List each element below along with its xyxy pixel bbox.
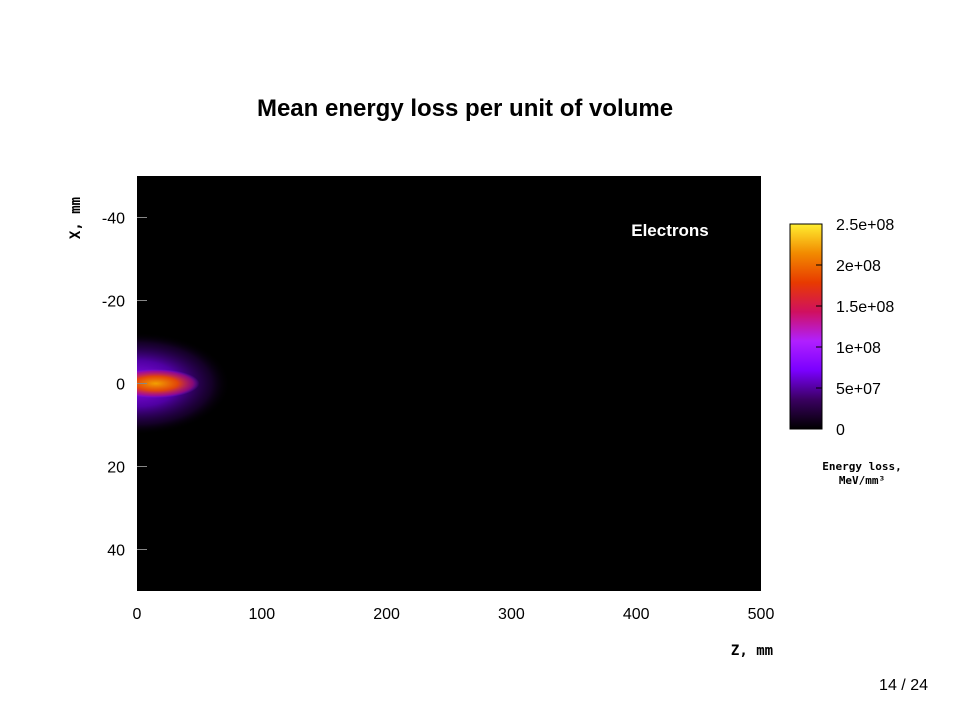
colorbar-tick-label: 1e+08 <box>836 340 881 357</box>
colorbar-scale <box>789 223 823 430</box>
page-current: 14 <box>879 677 897 694</box>
series-annotation: Electrons <box>631 221 708 240</box>
colorbar-tick-label: 2.5e+08 <box>836 217 894 234</box>
heatmap-background <box>137 176 761 591</box>
y-tick-label: 20 <box>107 460 125 477</box>
colorbar-tick-label: 2e+08 <box>836 258 881 275</box>
x-axis-ticks: 0 100 200 300 400 500 <box>133 606 775 623</box>
x-tick-label: 0 <box>133 606 142 623</box>
y-axis-label: X, mm <box>68 197 84 239</box>
page-number: 14 / 24 <box>879 677 928 695</box>
colorbar-tick-label: 5e+07 <box>836 381 881 398</box>
x-tick-label: 400 <box>623 606 650 623</box>
colorbar: 0 5e+07 1e+08 1.5e+08 2e+08 2.5e+08 Energy lo… <box>789 217 902 487</box>
x-tick-label: 500 <box>748 606 775 623</box>
energy-core <box>137 369 200 398</box>
chart-title: Mean energy loss per unit of volume <box>256 95 674 122</box>
heatmap-field <box>137 332 231 435</box>
heatmap-plot <box>137 176 761 591</box>
y-axis-ticks: -40 -20 0 20 40 <box>102 211 147 560</box>
page-total: 24 <box>910 677 928 694</box>
x-tick-label: 100 <box>248 606 275 623</box>
page-separator: / <box>901 677 906 694</box>
x-axis-label: Z, mm <box>731 643 773 659</box>
colorbar-tick-label: 1.5e+08 <box>836 299 894 316</box>
colorbar-label-line1: Energy loss, <box>822 460 901 473</box>
y-tick-label: -20 <box>102 294 125 311</box>
x-tick-label: 200 <box>373 606 400 623</box>
colorbar-ticks: 0 5e+07 1e+08 1.5e+08 2e+08 2.5e+08 <box>816 217 894 439</box>
y-tick-label: 0 <box>116 377 125 394</box>
y-tick-label: -40 <box>102 211 125 228</box>
x-tick-label: 300 <box>498 606 525 623</box>
y-tick-label: 40 <box>107 543 125 560</box>
colorbar-tick-label: 0 <box>836 422 845 439</box>
colorbar-label-line2: MeV/mm³ <box>839 474 885 487</box>
